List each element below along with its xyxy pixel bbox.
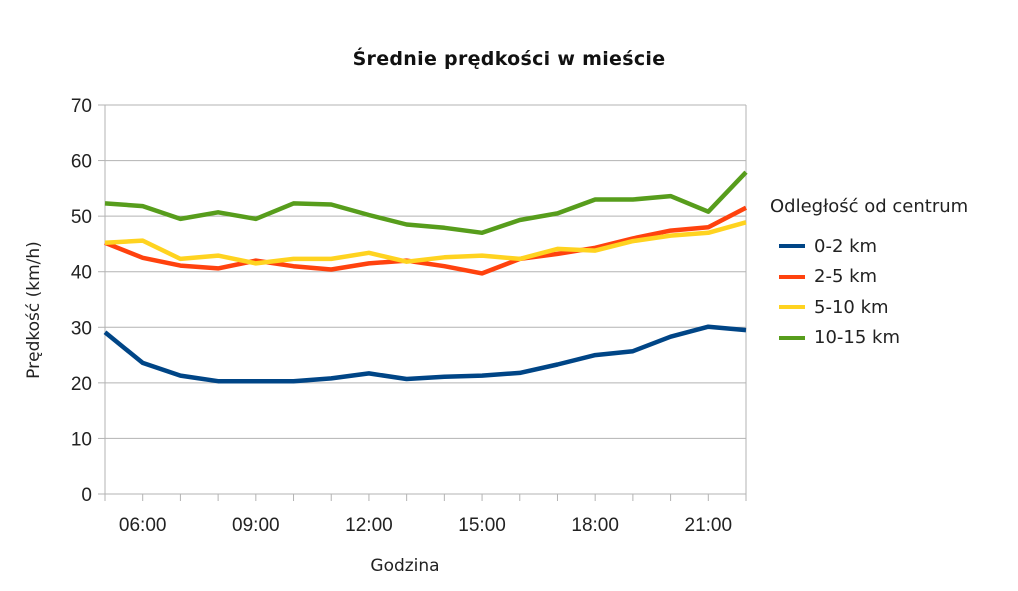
chart-title: Średnie prędkości w mieście: [352, 48, 666, 70]
series-line-5-10km: [104, 220, 747, 266]
x-tick-label: 09:00: [232, 515, 280, 536]
legend-item-10-15km: 10-15 km: [770, 323, 968, 354]
legend-label: 10-15 km: [814, 327, 900, 349]
legend-label: 2-5 km: [814, 266, 878, 288]
legend-item-2-5km: 2-5 km: [770, 262, 968, 293]
series-line-2-5km: [104, 205, 748, 276]
series-line-0-2km: [103, 324, 747, 384]
y-axis-ticks: 0 10 20 30 40 50 60 70: [71, 96, 105, 506]
legend-label: 0-2 km: [814, 235, 878, 257]
y-tick-label: 60: [71, 152, 92, 173]
legend-label: 5-10 km: [814, 296, 889, 318]
y-axis-label: Prędkość (km/h): [24, 241, 44, 379]
y-tick-label: 0: [81, 485, 92, 506]
legend-title: Odległość od centrum: [770, 196, 969, 217]
y-tick-label: 70: [71, 96, 92, 117]
axes: [104, 105, 747, 501]
legend-item-0-2km: 0-2 km: [770, 231, 968, 262]
series-line-10-15km: [104, 170, 748, 236]
y-tick-label: 50: [71, 207, 92, 228]
x-axis-label: Godzina: [370, 556, 439, 576]
x-tick-label: 21:00: [685, 515, 733, 536]
legend-swatch-line-icon: [779, 274, 805, 279]
y-tick-label: 30: [71, 318, 92, 339]
y-tick-label: 40: [71, 263, 92, 284]
legend-swatch-line-icon: [779, 335, 805, 340]
data-lines: [103, 170, 748, 384]
legend-swatch-line-icon: [779, 305, 805, 310]
x-tick-label: 15:00: [458, 515, 506, 536]
x-axis-ticks: 06:00 09:00 12:00 15:00 18:00 21:00: [104, 494, 747, 536]
legend-item-5-10km: 5-10 km: [770, 292, 968, 323]
legend: Odległość od centrum 0-2 km 2-5 km 5-10 …: [770, 196, 968, 353]
gridlines: [105, 104, 746, 495]
legend-swatch-line-icon: [779, 244, 805, 249]
x-tick-label: 12:00: [345, 515, 393, 536]
y-tick-label: 10: [71, 429, 92, 450]
y-tick-label: 20: [71, 374, 92, 395]
x-tick-label: 06:00: [119, 515, 167, 536]
x-tick-label: 18:00: [571, 515, 619, 536]
